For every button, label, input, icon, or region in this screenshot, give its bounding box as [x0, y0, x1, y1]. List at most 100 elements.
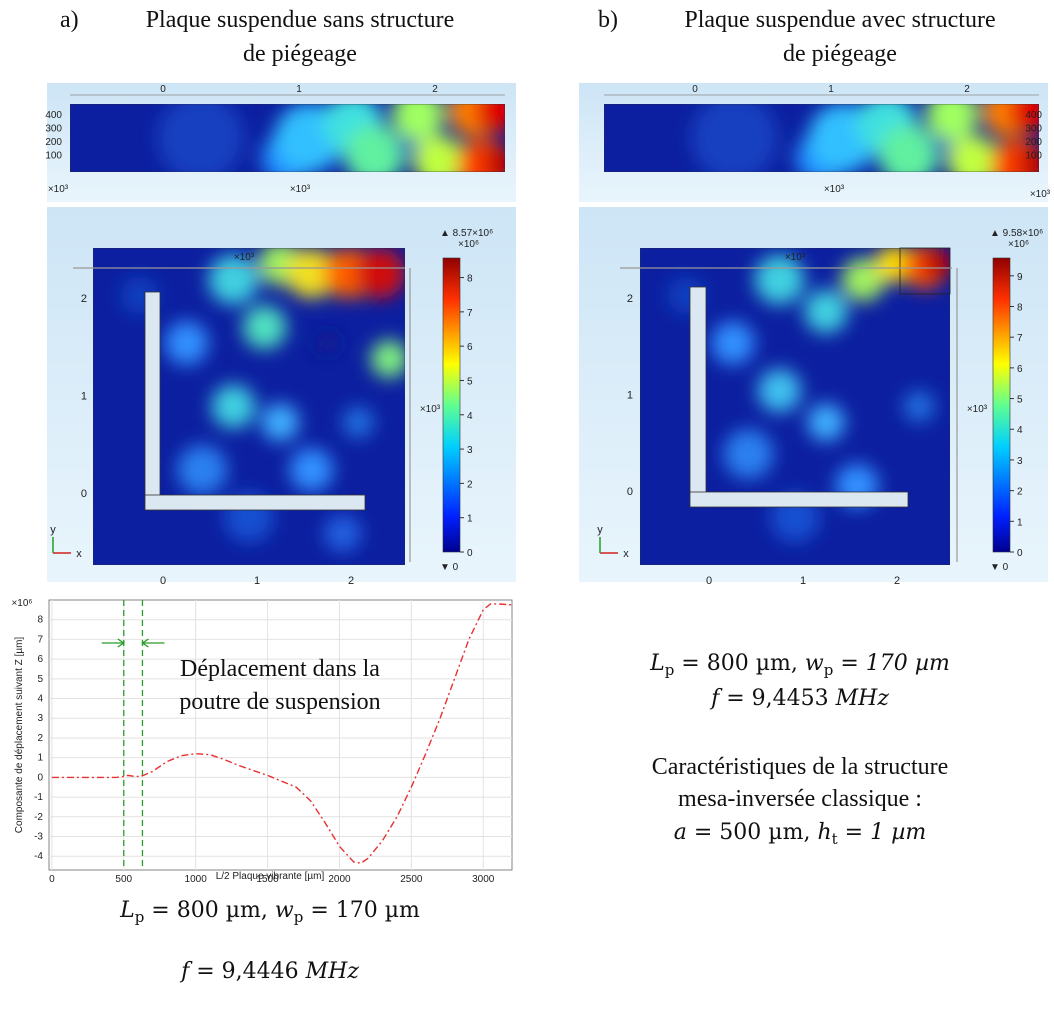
plot-area	[48, 599, 513, 871]
y-tick-label: 0	[37, 772, 43, 783]
equation-part: L	[119, 898, 135, 923]
y-tick-label: 300	[45, 124, 62, 135]
heatmap-blob	[807, 403, 845, 441]
heatmap-blob	[211, 384, 256, 429]
heatmap-blob	[804, 289, 848, 334]
content: a) Plaque suspendue sans structure de piég…	[11, 7, 1051, 984]
heatmap-blob	[323, 514, 362, 553]
panel-title: Plaque suspendue avec structure	[684, 7, 995, 33]
colorbar-tick-label: 6	[467, 342, 473, 353]
colorbar-tick-label: 8	[467, 274, 473, 285]
subscript: t	[832, 830, 838, 848]
colorbar-max: ▲ 9.58×10⁶	[990, 228, 1043, 239]
subscript: p	[294, 908, 304, 926]
x-tick-label: 1	[828, 84, 834, 95]
colorbar-min: ▼ 0	[990, 562, 1009, 573]
heatmap-field	[121, 248, 405, 553]
heatmap	[640, 248, 950, 565]
triad-x-label: x	[623, 548, 629, 560]
equation: Lp = 800 µm, wp = 170 µm	[649, 651, 950, 679]
axis-multiplier: ×10³	[48, 184, 69, 195]
colorbar-tick-label: 2	[467, 479, 473, 490]
heatmap-blob	[208, 254, 259, 305]
colorbar-tick-label: 1	[1017, 517, 1023, 528]
heatmap-blob	[355, 248, 405, 299]
y-tick-label: 1	[37, 753, 43, 764]
y-tick-label: 100	[1025, 151, 1042, 162]
panel-title: Plaque suspendue sans structure	[146, 7, 455, 33]
equation-part: = 800 µm,	[144, 898, 275, 923]
x-axis-label: L/2 Plaque vibrante [µm]	[216, 871, 325, 882]
x-tick-label: 0	[49, 874, 55, 885]
y-tick-label: -3	[34, 831, 43, 842]
subscript: p	[665, 661, 675, 679]
x-tick-label: 2	[894, 575, 900, 587]
heatmap-blob	[474, 104, 505, 133]
x-tick-label: 0	[692, 84, 698, 95]
heatmap-field	[667, 248, 950, 543]
equation: f = 9,4446 MHz	[179, 959, 359, 984]
equation-part: = 9,4446	[189, 959, 305, 984]
colorbar-tick-label: 5	[467, 376, 473, 387]
heatmap-blob	[242, 305, 287, 350]
colorbar-min: ▼ 0	[440, 562, 459, 573]
annotation: poutre de suspension	[179, 689, 380, 715]
panel-title: de piégeage	[243, 41, 357, 67]
x-tick-label: 2000	[328, 874, 351, 885]
heatmap-blob	[723, 429, 774, 479]
heatmap-blob	[711, 321, 755, 365]
y-tick-label: 200	[45, 137, 62, 148]
y-tick-label: 2	[81, 293, 87, 305]
colorbar-tick-label: 1	[467, 514, 473, 525]
heatmap-blob	[875, 248, 913, 283]
heatmap-blob	[261, 403, 299, 442]
equation: a = 500 µm, ht = 1 µm	[674, 820, 926, 848]
equation-part: a	[674, 820, 687, 845]
equation-part: = 500 µm,	[687, 820, 818, 845]
colorbar-tick-label: 0	[467, 548, 473, 559]
colorbar-tick-label: 2	[1017, 487, 1023, 498]
axis-multiplier: ×10³	[824, 184, 845, 195]
colorbar	[992, 257, 1011, 553]
colorbar-tick-label: 4	[467, 411, 473, 422]
y-tick-label: 0	[81, 488, 87, 500]
y-tick-label: 6	[37, 654, 43, 665]
heatmap-blob	[922, 248, 950, 280]
heatmap-blob	[391, 104, 445, 141]
colorbar-unit: ×10⁶	[1008, 239, 1029, 250]
heatmap-blob	[157, 104, 244, 172]
y-tick-label: 5	[37, 674, 43, 685]
heatmap-blob	[947, 135, 1000, 172]
heatmap-field	[691, 104, 1039, 172]
axis-multiplier: ×10³	[1030, 189, 1051, 200]
colorbar-tick-label: 4	[1017, 425, 1023, 436]
x-tick-label: 2500	[400, 874, 423, 885]
heatmap-blob	[177, 444, 228, 495]
y-tick-label: 1	[627, 390, 633, 402]
axis-multiplier: ×10³	[234, 252, 255, 263]
colorbar-tick-label: 3	[1017, 456, 1023, 467]
heatmap-blob	[903, 391, 935, 422]
colorbar-tick-label: 7	[467, 308, 473, 319]
y-tick-label: 7	[37, 634, 43, 645]
heatmap-blob	[314, 330, 340, 356]
x-tick-label: 1500	[256, 874, 279, 885]
y-tick-label: 8	[37, 615, 43, 626]
colorbar-max: ▲ 8.57×10⁶	[440, 228, 493, 239]
colorbar-tick-label: 9	[1017, 272, 1023, 283]
heatmap-blob	[344, 124, 405, 172]
x-tick-label: 0	[160, 84, 166, 95]
x-tick-label: 2	[432, 84, 438, 95]
heatmap	[70, 104, 505, 172]
beam	[144, 494, 366, 511]
y-tick-label: -4	[34, 851, 43, 862]
equation-part: MHz	[305, 959, 360, 984]
heatmap-blob	[754, 254, 805, 305]
x-tick-label: 500	[115, 874, 132, 885]
y-tick-label: 300	[1025, 124, 1042, 135]
panel-label: b)	[598, 7, 618, 33]
colorbar-tick-label: 7	[1017, 333, 1023, 344]
panel-title: de piégeage	[783, 41, 897, 67]
heatmap-blob	[841, 258, 885, 302]
subscript: p	[824, 661, 834, 679]
